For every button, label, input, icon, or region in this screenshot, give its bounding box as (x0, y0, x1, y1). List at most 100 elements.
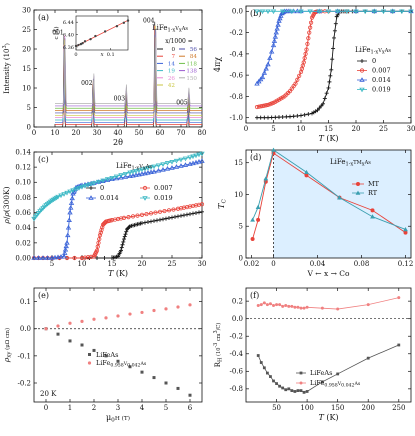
data-point (70, 188, 76, 194)
data-point (399, 9, 405, 15)
x-tick-label: 70 (177, 129, 186, 137)
data-point (193, 153, 199, 159)
y-axis-label: ρ/ρ(300K) (2, 186, 11, 224)
data-point (169, 160, 175, 165)
x-tick-label: 10 (78, 260, 87, 268)
data-point (63, 243, 69, 249)
data-point (140, 370, 144, 374)
x-tick-label: 10 (51, 129, 60, 137)
data-point (145, 166, 151, 171)
data-point (293, 81, 298, 86)
peak-label: 002 (81, 80, 93, 87)
data-point (307, 9, 313, 15)
data-point (88, 182, 94, 187)
data-point (179, 213, 183, 218)
data-point (290, 389, 294, 392)
data-point (118, 174, 124, 180)
data-point (362, 9, 368, 15)
panel-f: 50 100 150 200 250 -0.8 -0.6 -0.4 -0.2 0.0 0.2 (f) R… (213, 287, 412, 422)
data-point (61, 192, 67, 197)
data-point (370, 208, 375, 213)
x-tick-label: 0.04 (310, 260, 326, 268)
data-point (164, 161, 171, 166)
chart-title-part: V (138, 164, 143, 170)
y-tick-label: 0.10 (15, 179, 31, 187)
data-point (72, 255, 77, 261)
data-point (317, 106, 322, 111)
data-point (164, 307, 168, 311)
data-point (329, 67, 334, 72)
data-point (143, 220, 147, 225)
y-tick-label: -0.4 (230, 350, 244, 358)
data-point (270, 42, 277, 48)
data-point (173, 164, 180, 169)
legend-marker (142, 196, 148, 201)
data-point (128, 312, 132, 316)
data-point (68, 205, 74, 210)
data-point (100, 225, 105, 230)
y-axis-label: Intensity (103) (2, 43, 11, 93)
data-point (330, 57, 335, 62)
xrd-series-line (55, 37, 202, 109)
x-axis-label-part: H (T) (115, 415, 130, 422)
x-tick-label: 6 (188, 404, 193, 412)
y-axis-label-part: (μΩ cm) (4, 328, 11, 352)
chart-title: LiFe1-xVxAs (152, 24, 188, 34)
data-point (169, 165, 175, 170)
data-point (270, 9, 277, 15)
data-point (102, 256, 107, 260)
data-point (266, 115, 270, 120)
data-point (269, 115, 274, 120)
x-tick-label: 0 (32, 129, 36, 137)
series-line (252, 152, 406, 240)
data-point (95, 256, 99, 260)
data-point (122, 171, 129, 177)
data-point (188, 212, 192, 217)
data-point (160, 162, 166, 167)
x-tick-label: 15 (324, 125, 333, 133)
x-tick-label: 0 (271, 260, 275, 268)
x-tick-label: 250 (392, 404, 405, 412)
data-point (258, 115, 263, 120)
data-point (170, 215, 174, 220)
x-tick-label: 0.08 (354, 260, 370, 268)
data-point (185, 212, 189, 217)
x-tick-label: 0.02 (244, 260, 260, 268)
data-point (151, 168, 157, 174)
legend-entry-part: As (353, 381, 360, 387)
data-point (176, 214, 180, 219)
y-axis-label-part: R (214, 361, 222, 367)
data-point (113, 174, 120, 180)
data-point (265, 371, 269, 375)
data-point (121, 215, 127, 220)
data-point (119, 245, 124, 250)
x-tick-label: 15 (108, 260, 117, 268)
data-point (52, 254, 58, 260)
data-point (268, 48, 275, 54)
data-point (278, 13, 284, 18)
data-point (261, 70, 268, 75)
data-point (104, 354, 108, 358)
y-tick-label: -0.2 (18, 379, 32, 387)
data-point (320, 306, 324, 310)
y-tick-label: 0.2 (232, 298, 243, 306)
data-point (397, 343, 401, 347)
legend-entry: 0.019 (154, 194, 173, 202)
data-point (304, 173, 309, 178)
data-point (166, 208, 172, 213)
data-point (257, 76, 264, 82)
legend-entry: LiFe0.958V0.042As (310, 379, 361, 389)
inset-x-tick-label: 0 (74, 52, 77, 58)
data-point (265, 61, 271, 67)
data-point (116, 314, 120, 318)
data-point (31, 255, 37, 260)
data-point (199, 158, 205, 163)
data-point (97, 233, 103, 238)
panel-b: 0 5 10 15 20 25 30 0.0 -0.2 -0.4 -0.6 -0.8 -1.0 (b) 4π… (213, 5, 415, 143)
data-point (124, 229, 129, 234)
data-point (136, 171, 142, 177)
data-point (336, 372, 340, 376)
legend-entry: 84 (190, 54, 198, 60)
data-point (91, 181, 97, 186)
